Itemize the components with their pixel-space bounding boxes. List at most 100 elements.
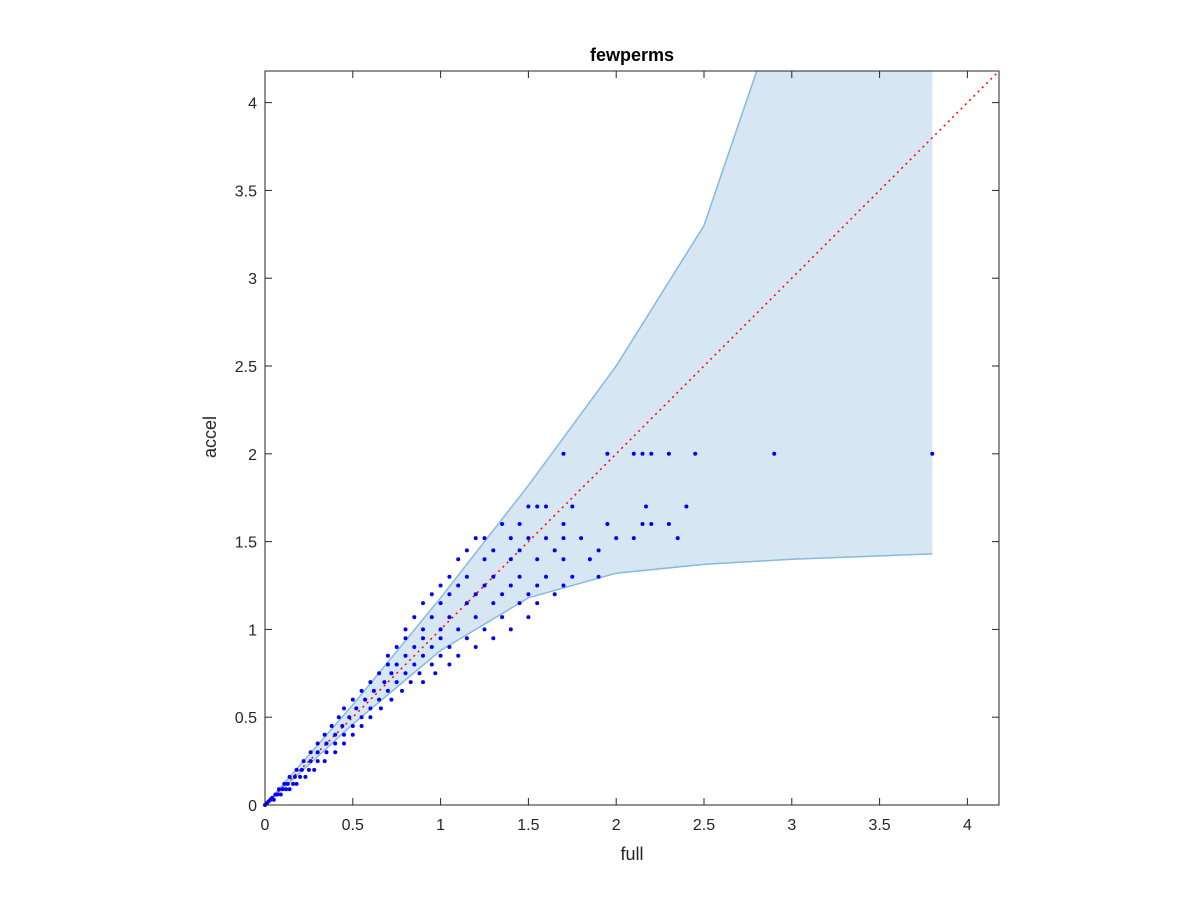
data-point — [535, 583, 540, 588]
data-point — [640, 451, 645, 456]
data-point — [544, 504, 548, 509]
data-point — [403, 653, 408, 658]
data-point — [421, 636, 425, 641]
data-point — [385, 653, 390, 658]
data-point — [544, 574, 548, 579]
x-tick-label: 1 — [436, 817, 445, 834]
data-point — [473, 615, 478, 620]
data-point — [482, 536, 487, 541]
data-point — [285, 781, 290, 786]
data-point — [371, 688, 376, 693]
data-point — [552, 548, 557, 553]
data-point — [482, 557, 487, 562]
data-point — [526, 615, 531, 620]
data-point — [473, 592, 478, 597]
data-point — [491, 636, 496, 641]
data-point — [350, 732, 355, 737]
y-tick-label: 4 — [248, 96, 257, 113]
data-point — [333, 741, 338, 746]
data-point — [299, 767, 304, 772]
data-point — [649, 451, 654, 456]
data-point — [359, 688, 364, 693]
data-point — [535, 601, 540, 606]
data-point — [394, 680, 399, 685]
data-point — [377, 697, 382, 702]
data-point — [517, 548, 522, 553]
data-point — [277, 787, 281, 792]
data-point — [491, 601, 496, 606]
x-tick-label: 1.5 — [517, 817, 539, 834]
data-point — [500, 522, 505, 526]
chart-title: fewperms — [590, 45, 674, 65]
data-point — [324, 750, 329, 755]
data-point — [456, 583, 461, 588]
data-point — [350, 724, 355, 728]
data-point — [684, 504, 689, 509]
data-point — [666, 451, 671, 456]
data-point — [315, 750, 320, 755]
data-point — [368, 715, 373, 720]
data-point — [473, 536, 478, 541]
data-point — [354, 706, 359, 711]
data-point — [336, 715, 341, 720]
data-point — [508, 583, 513, 588]
data-point — [287, 774, 292, 779]
data-point — [464, 601, 469, 606]
data-point — [421, 601, 425, 606]
data-point — [403, 636, 408, 641]
data-point — [292, 774, 297, 779]
x-tick-label: 0 — [261, 817, 270, 834]
data-point — [456, 627, 461, 632]
data-point — [464, 636, 469, 641]
data-point — [308, 759, 313, 764]
data-point — [570, 504, 575, 509]
data-point — [429, 645, 434, 649]
data-point — [308, 750, 313, 755]
data-point — [280, 787, 285, 792]
data-point — [429, 662, 434, 667]
data-point — [291, 781, 296, 786]
data-point — [491, 574, 496, 579]
data-point — [464, 548, 469, 553]
data-point — [930, 451, 935, 456]
data-point — [303, 774, 308, 779]
data-point — [508, 627, 513, 632]
data-point — [429, 615, 434, 620]
data-point — [417, 671, 422, 676]
y-tick-label: 2 — [248, 447, 257, 464]
data-point — [579, 536, 584, 541]
data-point — [342, 732, 346, 737]
y-tick-label: 2.5 — [235, 359, 257, 376]
data-point — [342, 741, 346, 746]
data-point — [500, 615, 505, 620]
data-point — [312, 767, 317, 772]
data-point — [526, 504, 531, 509]
y-tick-label: 3.5 — [235, 183, 257, 200]
data-point — [526, 536, 531, 541]
data-point — [640, 522, 645, 526]
data-point — [447, 662, 452, 667]
data-point — [324, 741, 329, 746]
data-point — [561, 536, 566, 541]
data-point — [447, 615, 452, 620]
x-tick-label: 2.5 — [693, 817, 715, 834]
data-point — [605, 451, 610, 456]
data-point — [561, 451, 566, 456]
data-point — [359, 724, 364, 728]
band-layer — [264, 70, 933, 806]
data-point — [385, 688, 390, 693]
data-point — [412, 645, 417, 649]
data-point — [438, 583, 443, 588]
data-point — [491, 548, 496, 553]
data-point — [456, 653, 461, 658]
data-point — [438, 601, 443, 606]
band-upper-edge — [264, 70, 758, 806]
data-point — [535, 557, 540, 562]
x-tick-label: 2 — [612, 817, 621, 834]
axes-box — [264, 70, 1000, 806]
data-point — [587, 557, 592, 562]
y-axis-label: accel — [200, 416, 220, 458]
data-point — [596, 548, 601, 553]
y-tick-label: 1.5 — [235, 535, 257, 552]
